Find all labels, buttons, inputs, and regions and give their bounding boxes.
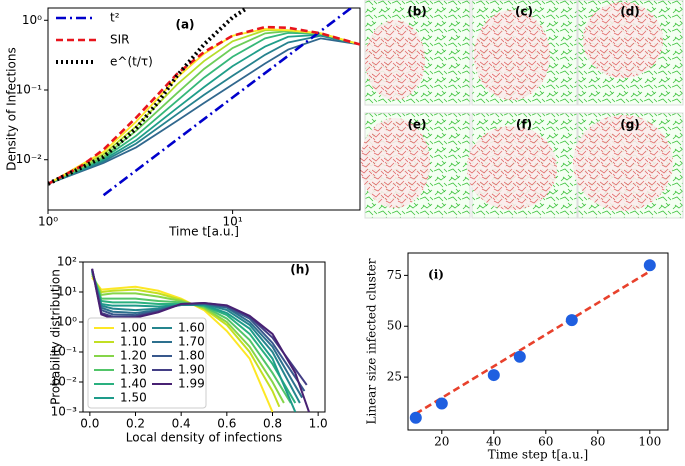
- x-tick-label: 60: [538, 435, 553, 449]
- legend-label: 1.20: [120, 349, 147, 363]
- panel-label: (g): [620, 118, 640, 132]
- legend-label: 1.10: [120, 335, 147, 349]
- infected-region: [583, 2, 663, 78]
- legend-label: 1.80: [178, 349, 205, 363]
- infected-region: [573, 115, 673, 211]
- legend-label: 1.30: [120, 363, 147, 377]
- panel-label: (c): [515, 5, 533, 19]
- lattice-image: (f): [467, 112, 578, 219]
- x-tick-label: 0.4: [172, 417, 191, 431]
- legend-label: 1.90: [178, 363, 205, 377]
- x-tick-label: 10⁰: [38, 215, 58, 229]
- data-line: [91, 277, 274, 412]
- data-line: [415, 270, 651, 415]
- panel-label: (h): [290, 263, 310, 277]
- y-tick-label: 50: [387, 319, 402, 333]
- lattice-image: (b): [364, 0, 471, 106]
- panel-label: (d): [620, 5, 640, 19]
- legend-frame: [87, 317, 207, 409]
- data-line: [48, 34, 360, 185]
- y-axis-label: Probability distribution: [49, 269, 63, 405]
- y-tick-label: 10⁰: [22, 13, 42, 27]
- legend-label: e^(t/τ): [110, 55, 153, 69]
- data-point: [409, 411, 422, 424]
- y-tick-label: 10⁻¹: [16, 82, 43, 96]
- data-layer: [415, 270, 651, 415]
- x-tick-label: 80: [590, 435, 605, 449]
- legend: 1.001.101.201.301.401.50 1.601.701.801.90…: [87, 317, 207, 409]
- data-line: [48, 33, 360, 185]
- panel: 20 40 60 80 100 25 50 75 (i) Time step t[a.u.] Lin…: [365, 252, 669, 462]
- data-line: [48, 8, 249, 186]
- data-point: [565, 314, 578, 327]
- lattice-image: (d): [577, 0, 684, 106]
- x-axis-label: Local density of infections: [126, 431, 283, 445]
- legend-label: 1.40: [120, 377, 147, 391]
- x-tick-label: 0.0: [80, 417, 99, 431]
- x-tick-label: 0.8: [263, 417, 282, 431]
- y-axis-label: Linear size infected cluster: [365, 258, 379, 424]
- panel-label: (a): [175, 18, 194, 32]
- y-tick-label: 10¹: [57, 285, 77, 299]
- x-tick-label: 10¹: [223, 215, 243, 229]
- x-tick-label: 20: [434, 435, 449, 449]
- data-point: [435, 397, 448, 410]
- panel-label: (f): [516, 118, 532, 132]
- infected-region: [474, 10, 550, 100]
- x-tick-label: 0.2: [126, 417, 145, 431]
- x-axis-label: Time step t[a.u.]: [488, 448, 588, 462]
- y-tick-label: 10²: [57, 255, 77, 269]
- infected-region: [360, 118, 430, 208]
- panel: 0.0 0.2 0.4 0.6 0.8 1.0 10⁻³ 10⁻² 10⁻¹ 10⁰ 10¹ 10² (…: [49, 255, 328, 445]
- data-line: [91, 275, 281, 408]
- y-axis-label: Density of Infections: [5, 47, 19, 170]
- panel: 10⁰ 10¹ 10⁻² 10⁻¹ 10⁰ (a) Time t[a.u.] Density …: [5, 7, 361, 239]
- data-line: [102, 8, 354, 197]
- legend-label: 1.50: [120, 391, 147, 405]
- y-tick-label: 10⁻¹: [51, 345, 78, 359]
- x-axis-label: Time t[a.u.]: [168, 225, 239, 239]
- data-layer: [48, 8, 360, 197]
- data-layer: [91, 268, 310, 412]
- x-tick-label: 1.0: [309, 417, 328, 431]
- data-line: [48, 37, 360, 185]
- panel-label: (b): [407, 5, 427, 19]
- data-point: [487, 369, 500, 382]
- panel-label: (i): [428, 268, 444, 282]
- lattice-image: (g): [573, 112, 684, 219]
- legend: t² SIR e^(t/τ): [56, 11, 153, 69]
- data-line: [91, 273, 285, 404]
- legend-label: 1.00: [120, 321, 147, 335]
- y-tick-label: 10⁻²: [16, 152, 43, 166]
- y-tick-label: 75: [387, 268, 402, 282]
- lattice-image: (c): [471, 0, 578, 106]
- infected-region: [467, 126, 557, 210]
- data-point: [643, 259, 656, 272]
- plot-frame: [82, 261, 326, 413]
- y-tick-label: 10⁻²: [51, 375, 78, 389]
- legend-label: t²: [110, 11, 120, 25]
- panel-label: (e): [407, 118, 426, 132]
- x-tick-label: 40: [486, 435, 501, 449]
- y-tick-label: 25: [387, 370, 402, 384]
- legend-label: 1.99: [178, 377, 205, 391]
- y-tick-label: 10⁰: [57, 315, 77, 329]
- x-tick-label: 0.6: [217, 417, 236, 431]
- x-tick-label: 100: [638, 435, 661, 449]
- data-line: [91, 272, 292, 404]
- lattice-image: (e): [360, 112, 471, 219]
- plot-frame: [407, 252, 669, 431]
- legend-label: SIR: [110, 33, 130, 47]
- legend-label: 1.60: [178, 321, 205, 335]
- plot-frame: [47, 7, 361, 211]
- infected-region: [365, 20, 425, 100]
- data-point: [513, 350, 526, 363]
- legend-label: 1.70: [178, 335, 205, 349]
- y-tick-label: 10⁻³: [51, 405, 78, 419]
